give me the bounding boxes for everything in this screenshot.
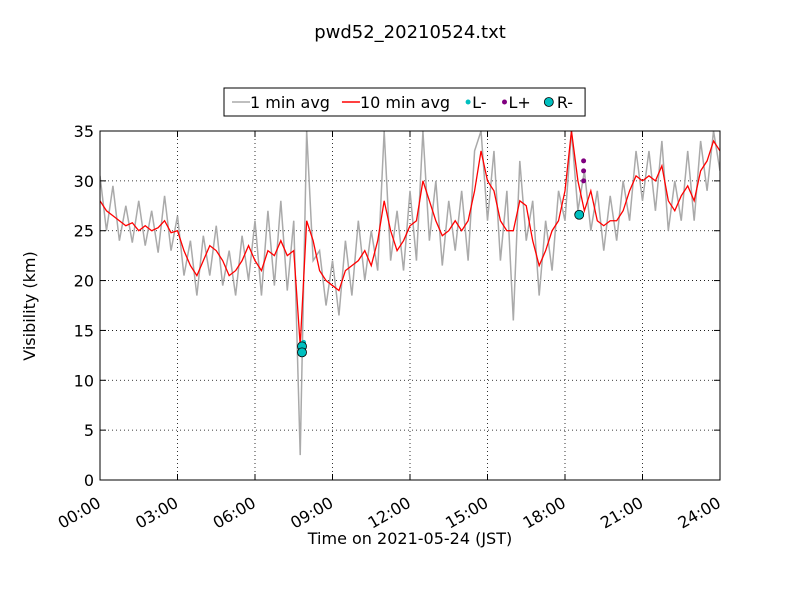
y-tick-label: 35 <box>74 122 94 141</box>
legend: 1 min avg 10 min avg L- L+ R- <box>223 87 586 117</box>
data-point <box>581 178 587 184</box>
data-point <box>574 209 585 220</box>
y-tick-label: 25 <box>74 222 94 241</box>
x-axis-label: Time on 2021-05-24 (JST) <box>307 529 512 548</box>
data-point <box>581 168 587 174</box>
y-tick-label: 10 <box>74 371 94 390</box>
y-tick-label: 15 <box>74 321 94 340</box>
plot-area <box>100 131 720 456</box>
chart-title: pwd52_20210524.txt <box>314 22 506 43</box>
y-tick-label: 30 <box>74 172 94 191</box>
legend-swatch <box>465 99 471 105</box>
legend-label: L+ <box>509 93 531 112</box>
y-tick-label: 5 <box>84 421 94 440</box>
legend-label: 1 min avg <box>250 93 330 112</box>
data-line <box>100 131 720 456</box>
data-line <box>100 131 720 346</box>
legend-swatch <box>502 99 507 105</box>
legend-label: R- <box>557 93 573 112</box>
data-point <box>581 158 587 164</box>
legend-box <box>223 87 586 117</box>
legend-swatch <box>543 97 554 107</box>
y-tick-label: 0 <box>84 471 94 490</box>
legend-label: L- <box>472 93 486 112</box>
y-tick-label: 20 <box>74 272 94 291</box>
legend-label: 10 min avg <box>360 93 450 112</box>
data-point <box>297 347 307 358</box>
y-axis-label: Visibility (km) <box>20 251 39 360</box>
